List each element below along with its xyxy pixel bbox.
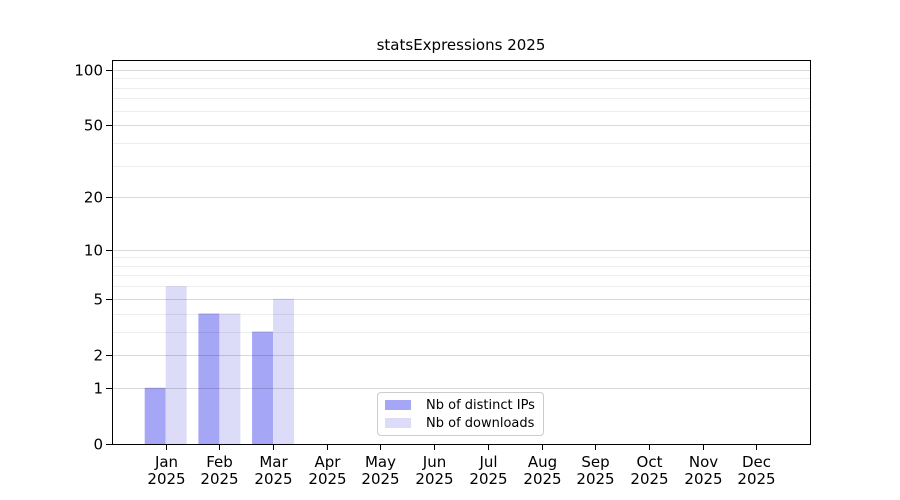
y-tick-label: 5 (93, 291, 103, 309)
y-tick-label: 2 (93, 347, 103, 365)
y-tick-label: 0 (93, 436, 103, 454)
x-tick-label-month: Oct (637, 453, 663, 471)
x-tick-label-month: Jul (478, 453, 497, 471)
x-tick-label-month: Dec (742, 453, 771, 471)
x-tick-label-month: Jun (422, 453, 446, 471)
legend-label-downloads: Nb of downloads (426, 415, 535, 431)
legend-swatch-distinct-ips (385, 400, 411, 410)
x-tick-label-year: 2025 (415, 470, 453, 488)
x-tick-label-month: Aug (528, 453, 557, 471)
bar-nb-of-downloads-mar (273, 298, 295, 444)
bar-nb-of-downloads-feb (219, 313, 241, 444)
chart-legend: Nb of distinct IPs Nb of downloads (377, 392, 544, 436)
x-tick-label-year: 2025 (200, 470, 238, 488)
chart-title: statsExpressions 2025 (376, 36, 546, 54)
plot-frame (111, 59, 812, 446)
x-tick-label-year: 2025 (684, 470, 722, 488)
x-tick-label-month: May (365, 453, 396, 471)
x-tick-label-month: Apr (315, 453, 342, 471)
bar-nb-of-distinct-ips-feb (198, 313, 220, 444)
x-tick-label-month: Feb (206, 453, 233, 471)
x-tick-label-year: 2025 (737, 470, 775, 488)
y-tick-label: 10 (84, 242, 103, 260)
legend-swatch-downloads (385, 418, 411, 428)
bar-nb-of-distinct-ips-mar (252, 331, 274, 444)
legend-item-distinct-ips: Nb of distinct IPs (385, 396, 535, 414)
bar-nb-of-distinct-ips-jan (144, 387, 166, 444)
x-tick-label-month: Nov (689, 453, 718, 471)
x-tick-label-year: 2025 (630, 470, 668, 488)
x-tick-label-month: Mar (259, 453, 288, 471)
x-tick-label-month: Jan (154, 453, 178, 471)
x-tick-label-year: 2025 (308, 470, 346, 488)
x-tick-label-year: 2025 (469, 470, 507, 488)
x-tick-label-year: 2025 (523, 470, 561, 488)
x-tick-label-month: Sep (581, 453, 609, 471)
x-tick-label-year: 2025 (147, 470, 185, 488)
y-tick-label: 20 (84, 189, 103, 207)
y-tick-label: 1 (93, 380, 103, 398)
x-tick-label-year: 2025 (254, 470, 292, 488)
x-tick-label-year: 2025 (361, 470, 399, 488)
legend-label-distinct-ips: Nb of distinct IPs (426, 397, 535, 413)
bar-nb-of-downloads-jan (165, 286, 187, 444)
x-tick-label-year: 2025 (576, 470, 614, 488)
legend-item-downloads: Nb of downloads (385, 414, 535, 432)
y-tick-label: 50 (84, 117, 103, 135)
y-tick-label: 100 (74, 62, 103, 80)
